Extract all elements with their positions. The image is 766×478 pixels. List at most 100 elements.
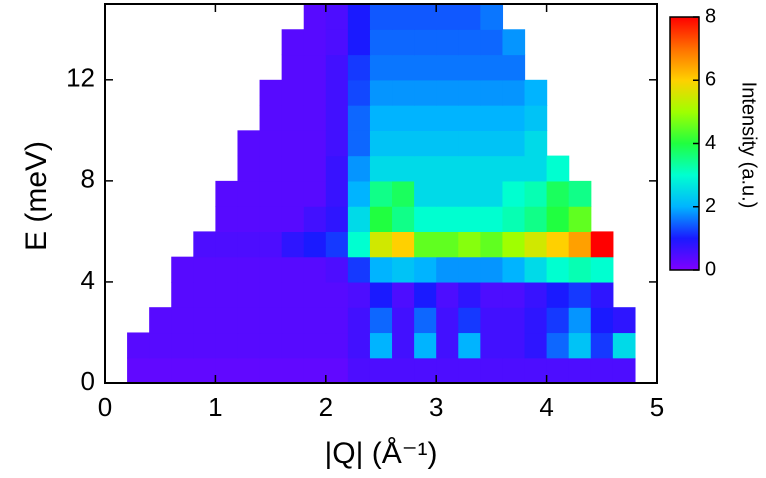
heatmap-cell [347,130,371,157]
heatmap-cell [480,29,504,56]
heatmap-cell [369,29,393,56]
heatmap-cell [480,180,504,207]
heatmap-cell [325,231,349,258]
heatmap-cell [480,281,504,308]
heatmap-cell [171,332,194,359]
heatmap-cell [436,231,459,258]
heatmap-cell [458,332,481,359]
heatmap-cell [436,206,459,232]
heatmap-cell [392,231,415,258]
heatmap-cell [392,307,415,334]
heatmap-cell [347,281,371,308]
heatmap-cell [303,180,327,207]
heatmap-cell [303,4,327,30]
heatmap-cell [546,357,570,384]
heatmap-cell [590,256,614,283]
heatmap-cell [325,130,349,157]
heatmap-cell [303,105,327,131]
heatmap-cell [325,79,349,106]
heatmap-cell [259,79,283,106]
heatmap-cell [149,332,172,359]
heatmap-cell [480,357,504,384]
heatmap-cell [325,357,349,384]
heatmap-cell [281,155,305,182]
heatmap-cell [347,29,371,56]
heatmap-cell [392,256,415,283]
heatmap-cell [458,180,481,207]
heatmap-cell [127,332,150,359]
heatmap-cell [325,155,349,182]
heatmap-cell [524,79,548,106]
heatmap-cell [347,79,371,106]
heatmap-cell [502,130,526,157]
heatmap-cell [436,332,459,359]
heatmap-cell [524,130,548,157]
heatmap-cell [480,130,504,157]
heatmap-cell [325,332,349,359]
heatmap-cell [215,307,239,334]
heatmap-cell [303,206,327,232]
heatmap-cell [524,332,548,359]
heatmap-cell [392,54,415,81]
heatmap-cell [502,281,526,308]
heatmap-cell [568,307,592,334]
heatmap-cell [303,332,327,359]
heatmap-cell [237,281,261,308]
heatmap-cell [149,307,172,334]
heatmap-cell [568,180,592,207]
heatmap-cell [546,281,570,308]
heatmap-cell [392,206,415,232]
heatmap-cell [612,332,636,359]
heatmap-cell [369,307,393,334]
heatmap-cell [436,79,459,106]
heatmap-cell [259,155,283,182]
heatmap-cell [546,332,570,359]
heatmap-cell [480,206,504,232]
heatmap-cell [259,180,283,207]
heatmap-cell [414,357,437,384]
heatmap-cell [524,105,548,131]
heatmap-cell [480,332,504,359]
heatmap-cell [546,231,570,258]
heatmap-cell [215,357,239,384]
heatmap-cell [392,155,415,182]
y-tick-label: 12 [66,63,95,93]
heatmap-cell [347,54,371,81]
heatmap-cell [281,357,305,384]
heatmap-cell [303,29,327,56]
heatmap-cell [612,307,636,334]
heatmap-cell [414,180,437,207]
heatmap-cell [259,256,283,283]
y-tick-label: 8 [81,164,95,194]
heatmap-cell [502,29,526,56]
heatmap-cell [524,307,548,334]
heatmap-cell [259,281,283,308]
heatmap-cell [414,130,437,157]
heatmap-cell [347,231,371,258]
heatmap-cell [458,4,481,30]
heatmap-cell [480,4,504,30]
heatmap-cell [524,357,548,384]
y-tick-label: 4 [81,265,95,295]
heatmap-cell [259,130,283,157]
heatmap-cell [347,357,371,384]
heatmap-cell [414,54,437,81]
heatmap-cell [546,180,570,207]
heatmap-cell [436,281,459,308]
heatmap-cell [215,256,239,283]
heatmap-cell [612,357,636,384]
heatmap-cell [259,206,283,232]
heatmap-cell [325,256,349,283]
heatmap-cell [281,130,305,157]
heatmap-cell [237,130,261,157]
heatmap-cell [524,155,548,182]
heatmap-cell [414,4,437,30]
heatmap-cell [414,281,437,308]
heatmap-cell [347,4,371,30]
heatmap-cell [215,206,239,232]
heatmap-cell [237,206,261,232]
plot-frame [104,3,658,384]
heatmap-cell [303,79,327,106]
heatmap-cell [237,307,261,334]
